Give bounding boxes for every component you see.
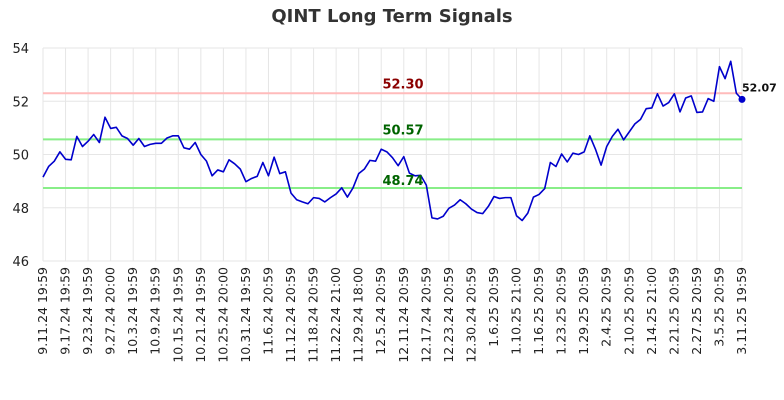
- x-tick-label: 12.5.24 20:59: [373, 267, 388, 355]
- last-point-marker: [738, 95, 746, 103]
- x-tick-label: 3.5.25 20:59: [711, 267, 726, 347]
- x-tick-label: 10.25.24 20:00: [215, 267, 230, 363]
- x-tick-label: 12.30.24 20:59: [463, 267, 478, 363]
- x-tick-label: 1.23.25 20:59: [554, 267, 569, 355]
- x-tick-label: 9.11.24 19:59: [35, 267, 50, 355]
- x-tick-label: 12.17.24 20:59: [418, 267, 433, 363]
- reference-line-label: 52.30: [382, 77, 423, 92]
- x-tick-label: 9.23.24 19:59: [80, 267, 95, 355]
- y-tick-label: 54: [12, 42, 29, 57]
- reference-lines: [43, 92, 742, 190]
- y-tick-label: 48: [12, 202, 29, 217]
- y-tick-label: 50: [12, 149, 29, 164]
- x-tick-label: 2.10.25 20:59: [621, 267, 636, 355]
- x-tick-label: 12.23.24 20:59: [441, 267, 456, 363]
- last-value-label: 52.07: [742, 81, 777, 94]
- x-tick-label: 2.27.25 20:59: [689, 267, 704, 355]
- x-tick-label: 12.11.24 20:59: [396, 267, 411, 363]
- x-tick-label: 2.4.25 20:59: [599, 267, 614, 347]
- x-tick-label: 10.3.24 19:59: [125, 267, 140, 355]
- x-tick-label: 10.31.24 19:59: [238, 267, 253, 363]
- x-tick-label: 10.9.24 19:59: [148, 267, 163, 355]
- x-tick-label: 1.29.25 20:59: [576, 267, 591, 355]
- x-tick-label: 11.12.24 20:59: [283, 267, 298, 363]
- x-tick-label: 2.14.25 21:00: [644, 267, 659, 355]
- axis-layer: 46 48 50 52 54 9.11.24 19:59 9.17.24 19:59 9.23…: [12, 42, 749, 363]
- reference-line-label: 50.57: [382, 123, 423, 138]
- x-tick-label: 11.6.24 20:59: [260, 267, 275, 355]
- series-line: [42, 60, 743, 222]
- x-tick-label: 9.17.24 19:59: [58, 267, 73, 355]
- x-tick-label: 11.22.24 21:00: [328, 267, 343, 363]
- grid-layer: [42, 47, 743, 262]
- x-tick-label: 11.18.24 20:59: [306, 267, 321, 363]
- x-tick-label: 1.16.25 20:59: [531, 267, 546, 355]
- x-tick-label: 2.21.25 20:59: [666, 267, 681, 355]
- x-tick-label: 10.21.24 19:59: [193, 267, 208, 363]
- x-tick-label: 3.11.25 19:59: [734, 267, 749, 355]
- y-tick-label: 46: [12, 255, 29, 270]
- reference-line-label: 48.74: [382, 174, 423, 189]
- chart-title: QINT Long Term Signals: [271, 6, 513, 27]
- x-tick-label: 9.27.24 20:00: [103, 267, 118, 355]
- x-tick-label: 10.15.24 19:59: [170, 267, 185, 363]
- series-layer: [42, 60, 746, 222]
- label-layer: 52.30 50.57 48.74 52.07: [382, 77, 776, 189]
- x-tick-label: 1.10.25 21:00: [509, 267, 524, 355]
- y-tick-label: 52: [12, 95, 29, 110]
- x-tick-label: 1.6.25 20:59: [486, 267, 501, 347]
- x-tick-label: 11.29.24 18:00: [351, 267, 366, 363]
